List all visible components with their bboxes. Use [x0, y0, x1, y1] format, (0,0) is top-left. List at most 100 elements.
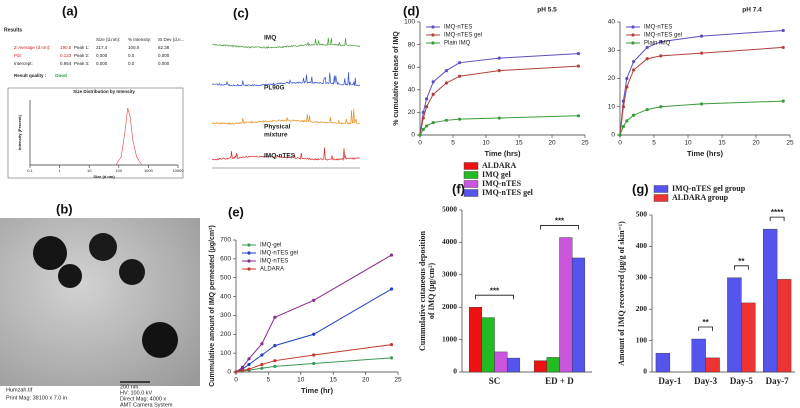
y-tick-label: 400: [220, 293, 231, 300]
bar: [546, 357, 560, 373]
x-tick-label: Day-3: [694, 376, 717, 386]
panel-label: (a): [62, 3, 78, 18]
legend-swatch: [631, 25, 635, 29]
x-tick-label: 20: [548, 140, 556, 147]
dls-column: Size (d.nm):: [96, 37, 120, 42]
point: [273, 364, 277, 368]
legend-label: IMQ-nTES gel: [260, 251, 298, 257]
y-tick-label: 3000: [442, 270, 457, 279]
y-tick-label: 80: [408, 41, 416, 48]
x-tick-label: Day-7: [766, 376, 789, 386]
legend-swatch: [247, 259, 251, 263]
point: [497, 68, 501, 73]
x-tick-label: 25: [394, 377, 402, 384]
x-tick-label: 25: [786, 140, 794, 147]
point: [421, 110, 425, 114]
point: [625, 119, 629, 123]
significance-bracket: [698, 326, 713, 332]
y-tick-label: 700: [220, 237, 231, 244]
spectrum: [212, 147, 360, 161]
significance-label: ****: [771, 208, 784, 217]
legend-label: IMQ gel: [482, 170, 511, 179]
bar: [468, 307, 483, 373]
point: [247, 367, 251, 371]
particle: [89, 233, 117, 261]
point: [425, 97, 429, 101]
point: [260, 353, 264, 357]
x-tick-label: ED + D: [545, 376, 574, 386]
y-tick-label: 100: [404, 19, 415, 26]
point: [632, 113, 636, 117]
legend-swatch: [247, 251, 251, 255]
point: [247, 357, 251, 361]
legend-swatch: [463, 180, 479, 188]
point: [497, 56, 501, 60]
point: [431, 120, 435, 125]
point: [273, 344, 277, 348]
y-tick-label: 200: [220, 331, 231, 338]
y-tick-label: 600: [220, 256, 231, 263]
y-axis-label: Cummulative amount of IMQ permeated (µg/…: [209, 225, 216, 387]
point: [458, 74, 462, 78]
point: [421, 116, 425, 120]
y-axis-label: % cumulative release of IMQ: [393, 31, 400, 126]
x-tick-label: 15: [515, 140, 523, 147]
dls-graph-frame: [7, 87, 184, 179]
legend-label: IMQ-gel: [260, 243, 281, 249]
legend-label: IMQ-nTES gel: [482, 188, 534, 197]
dls-key: Z-Average (d.nm):: [14, 45, 50, 50]
x-tick-label: 15: [718, 140, 726, 147]
legend-label: IMQ-nTES: [644, 25, 672, 31]
x-tick-label: 0: [234, 377, 238, 384]
y-tick-label: 5000: [442, 205, 457, 214]
point: [781, 28, 785, 33]
point: [645, 45, 649, 50]
x-axis-label: Size (d.nm): [93, 174, 115, 179]
panel-label: (b): [56, 201, 73, 216]
x-tick-label: 100: [115, 168, 122, 173]
bar: [571, 257, 586, 373]
point: [621, 124, 626, 129]
tem-text: AMT Camera System: [120, 402, 173, 408]
point: [458, 61, 462, 65]
dls-peak: 100.0: [128, 45, 140, 50]
dls-value: 190.5: [60, 45, 72, 50]
x-tick-label: 10: [87, 168, 92, 173]
y-axis-label: Intensity (Percent): [17, 114, 22, 150]
x-tick-label: 10: [482, 140, 490, 147]
bar: [762, 228, 778, 373]
x-tick-label: 1000: [144, 168, 154, 173]
spectrum-label: mixture: [264, 132, 288, 139]
chart-title: Size Distribution by Intensity: [73, 89, 135, 94]
particle: [33, 236, 67, 270]
point: [260, 366, 264, 370]
series-line: [419, 53, 579, 136]
legend-swatch: [463, 171, 479, 179]
dls-peak: 0.000: [96, 53, 108, 58]
x-tick-label: 10: [297, 377, 305, 384]
y-axis-label: Cummulative cutaneous deposition: [418, 230, 427, 351]
bar: [691, 338, 706, 373]
x-tick-label: 0.1: [27, 168, 33, 173]
y-tick-label: 400: [636, 241, 648, 250]
point: [312, 353, 316, 357]
significance-label: ***: [555, 217, 565, 226]
y-tick-label: 10: [608, 103, 616, 110]
point: [431, 92, 435, 96]
y-tick-label: 20: [608, 75, 616, 82]
point: [421, 127, 425, 131]
bar: [741, 302, 756, 373]
series-line: [619, 46, 784, 136]
y-tick-label: 40: [408, 87, 416, 94]
significance-bracket: [475, 294, 514, 300]
point: [576, 64, 581, 68]
point: [645, 57, 649, 61]
bar: [655, 352, 671, 373]
point: [389, 343, 394, 347]
x-tick-label: 0: [418, 140, 422, 147]
y-tick-label: 30: [608, 47, 616, 54]
legend-label: Plain IMQ: [444, 41, 471, 47]
point: [240, 365, 245, 369]
spectrum: [211, 108, 360, 125]
dls-value: 0.954: [60, 61, 72, 66]
